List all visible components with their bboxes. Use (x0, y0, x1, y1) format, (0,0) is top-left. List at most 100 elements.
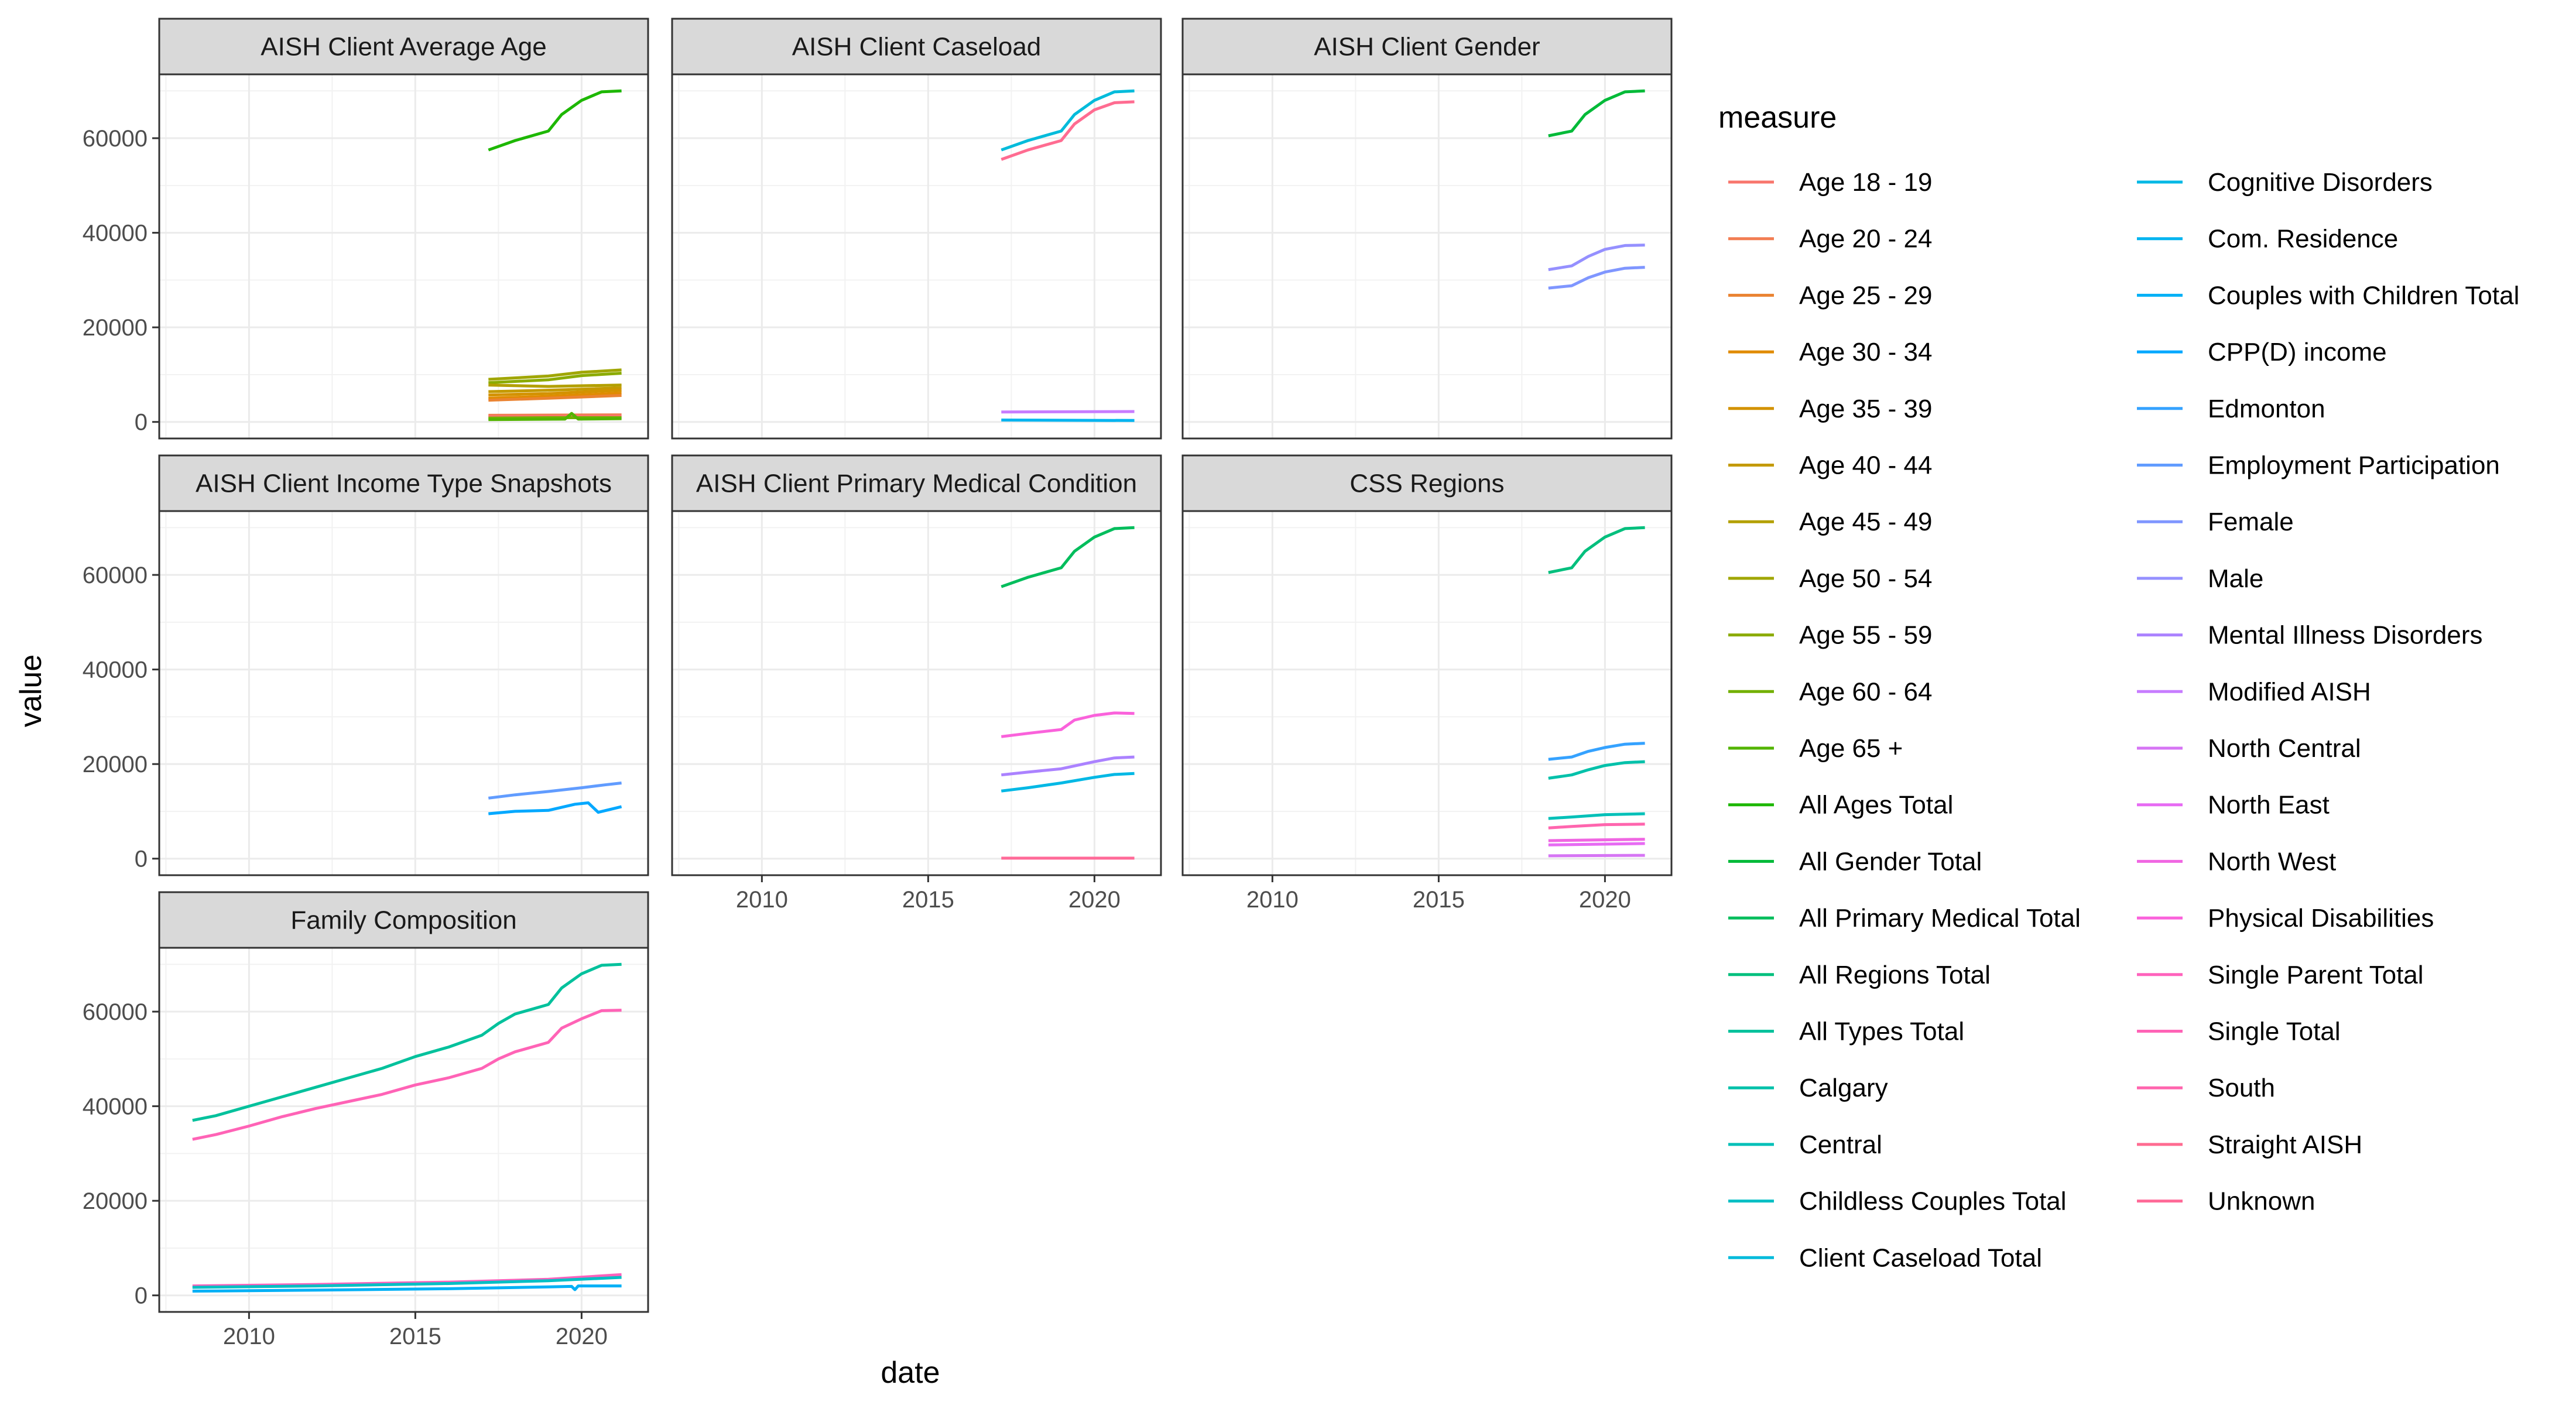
x-tick-label: 2020 (556, 1324, 608, 1349)
panel-border (158, 510, 649, 876)
panel-border (158, 73, 649, 440)
legend-label: North East (2208, 791, 2330, 820)
legend-label: Single Parent Total (2208, 961, 2424, 989)
series-line-age-25-29 (488, 394, 622, 402)
legend-item-couples-with-children-total: Couples with Children Total (2137, 281, 2519, 310)
series-line-calgary (1548, 760, 1645, 780)
panel-title: AISH Client Caseload (792, 33, 1042, 61)
legend-item-all-types-total: All Types Total (1728, 1017, 1964, 1046)
panel-border (158, 947, 649, 1313)
panel-aish-client-caseload: AISH Client Caseload (671, 18, 1162, 440)
legend-label: Age 30 - 34 (1799, 338, 1933, 366)
panel-title: AISH Client Primary Medical Condition (696, 470, 1137, 498)
panel-strip (671, 454, 1162, 512)
legend-item-age-55-59: Age 55 - 59 (1728, 621, 1933, 650)
legend-item-com-residence: Com. Residence (2137, 225, 2398, 253)
y-tick-label: 20000 (83, 752, 148, 777)
legend-label: Central (1799, 1130, 1882, 1159)
y-tick-label: 0 (135, 410, 148, 436)
series-line-central (1548, 812, 1645, 820)
legend-label: All Regions Total (1799, 961, 1991, 989)
series-line-age-40-44 (488, 386, 622, 393)
legend-item-client-caseload-total: Client Caseload Total (1728, 1243, 2042, 1272)
series-line-mental-illness-disorders (1001, 755, 1135, 777)
x-tick-label: 2010 (736, 887, 788, 913)
series-line-cpp-d-income (488, 801, 622, 815)
legend-label: Physical Disabilities (2208, 904, 2434, 933)
series-line-all-types-total (192, 962, 622, 1122)
legend-item-edmonton: Edmonton (2137, 395, 2325, 423)
legend-label: Client Caseload Total (1799, 1243, 2042, 1272)
panel-strip (158, 891, 649, 949)
legend-label: Age 55 - 59 (1799, 621, 1933, 650)
series-line-single-total (192, 1009, 622, 1141)
panel-title: AISH Client Average Age (261, 33, 546, 61)
y-tick-label: 40000 (83, 221, 148, 246)
legend-item-male: Male (2137, 564, 2263, 593)
y-tick-label: 20000 (83, 315, 148, 341)
legend-item-north-east: North East (2137, 791, 2330, 820)
legend-item-employment-participation: Employment Participation (2137, 451, 2500, 480)
series-line-all-gender-total (1548, 89, 1645, 138)
x-tick-label: 2015 (1413, 887, 1465, 913)
y-tick-label: 60000 (83, 999, 148, 1025)
panel-border (1181, 510, 1673, 876)
legend-item-age-45-49: Age 45 - 49 (1728, 508, 1933, 536)
series-line-all-primary-medical-total (1001, 526, 1135, 588)
legend-item-single-parent-total: Single Parent Total (2137, 961, 2424, 989)
legend-item-cpp-d-income: CPP(D) income (2137, 338, 2387, 366)
legend-item-physical-disabilities: Physical Disabilities (2137, 904, 2434, 933)
legend-label: North West (2208, 847, 2336, 876)
panel-strip (158, 454, 649, 512)
series-line-physical-disabilities (1001, 711, 1135, 738)
legend-item-straight-aish: Straight AISH (2137, 1130, 2362, 1159)
legend-label: Age 35 - 39 (1799, 395, 1933, 423)
legend-label: South (2208, 1074, 2275, 1102)
series-line-male (1548, 244, 1645, 272)
series-line-north-east (1548, 842, 1645, 847)
legend-label: Cognitive Disorders (2208, 168, 2433, 197)
panel-aish-client-income-type-snapshots: AISH Client Income Type Snapshots 0 20000 4… (83, 454, 649, 876)
x-axis-title: date (881, 1356, 940, 1390)
legend-item-all-regions-total: All Regions Total (1728, 961, 1991, 989)
x-tick-label: 2020 (1579, 887, 1631, 913)
panel-border (671, 73, 1162, 440)
x-tick-label: 2015 (902, 887, 954, 913)
legend-item-single-total: Single Total (2137, 1017, 2341, 1046)
series-line-edmonton (1548, 742, 1645, 761)
series-line-com-residence (1001, 419, 1135, 422)
panels-layer: AISH Client Average Age 0 20000 40000 60000 A… (83, 18, 1673, 1349)
panel-border (671, 510, 1162, 876)
series-line-client-caseload-total (1001, 89, 1135, 152)
legend-item-female: Female (2137, 508, 2294, 536)
legend-item-age-20-24: Age 20 - 24 (1728, 225, 1933, 253)
legend-label: Modified AISH (2208, 677, 2371, 706)
panel-aish-client-primary-medical-condition: AISH Client Primary Medical Condition 201… (671, 454, 1162, 913)
legend-item-calgary: Calgary (1728, 1074, 1888, 1102)
legend-item-age-60-64: Age 60 - 64 (1728, 677, 1933, 706)
y-tick-label: 60000 (83, 563, 148, 588)
legend-label: Male (2208, 564, 2263, 593)
legend-item-age-65: Age 65 + (1728, 734, 1903, 763)
legend-item-north-west: North West (2137, 847, 2336, 876)
legend-label: Age 18 - 19 (1799, 168, 1933, 197)
legend-item-all-gender-total: All Gender Total (1728, 847, 1982, 876)
legend-label: Com. Residence (2208, 225, 2398, 253)
y-tick-label: 0 (135, 847, 148, 872)
legend-label: Mental Illness Disorders (2208, 621, 2483, 650)
series-line-straight-aish (1001, 100, 1135, 161)
panel-title: CSS Regions (1349, 470, 1504, 498)
plot-background (672, 511, 1161, 875)
panel-title: AISH Client Income Type Snapshots (196, 470, 612, 498)
x-tick-label: 2020 (1068, 887, 1121, 913)
plot-background (159, 511, 648, 875)
plot-background (1183, 74, 1671, 438)
plot-background (1183, 511, 1671, 875)
legend-label: North Central (2208, 734, 2361, 763)
series-line-couples-with-children-total (192, 1284, 622, 1293)
plot-background (159, 74, 648, 438)
legend-item-age-25-29: Age 25 - 29 (1728, 281, 1933, 310)
legend-label: Couples with Children Total (2208, 281, 2519, 310)
legend-item-age-40-44: Age 40 - 44 (1728, 451, 1933, 480)
